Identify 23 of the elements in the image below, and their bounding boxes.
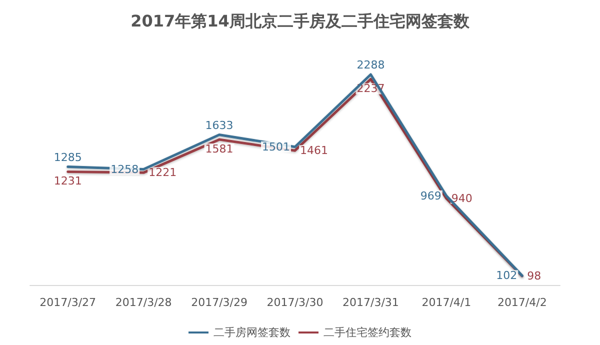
data-label: 102 bbox=[496, 269, 518, 282]
data-label: 1221 bbox=[148, 166, 177, 180]
x-tick-label: 2017/4/1 bbox=[422, 296, 472, 309]
x-tick-label: 2017/3/29 bbox=[191, 296, 248, 309]
data-label: 940 bbox=[451, 192, 472, 206]
data-label: 1231 bbox=[54, 174, 82, 188]
x-tick-label: 2017/3/31 bbox=[342, 296, 399, 309]
chart-title: 2017年第14周北京二手房及二手住宅网签套数 bbox=[130, 12, 470, 30]
data-label: 969 bbox=[420, 189, 442, 202]
data-label: 98 bbox=[527, 269, 542, 282]
legend-label: 二手房网签套数 bbox=[214, 326, 290, 339]
x-tick-label: 2017/3/28 bbox=[115, 296, 172, 309]
data-label: 1501 bbox=[262, 140, 290, 154]
data-label: 1461 bbox=[300, 144, 328, 158]
data-label: 1581 bbox=[205, 142, 234, 156]
x-tick-label: 2017/3/27 bbox=[40, 296, 96, 309]
legend-label: 二手住宅签约套数 bbox=[324, 326, 412, 339]
x-tick-label: 2017/3/30 bbox=[266, 296, 324, 309]
x-tick-label: 2017/4/2 bbox=[497, 296, 547, 309]
data-label: 2288 bbox=[356, 58, 385, 72]
data-label: 1633 bbox=[205, 118, 234, 132]
data-label: 1258 bbox=[110, 162, 139, 176]
data-label: 1285 bbox=[54, 150, 82, 164]
